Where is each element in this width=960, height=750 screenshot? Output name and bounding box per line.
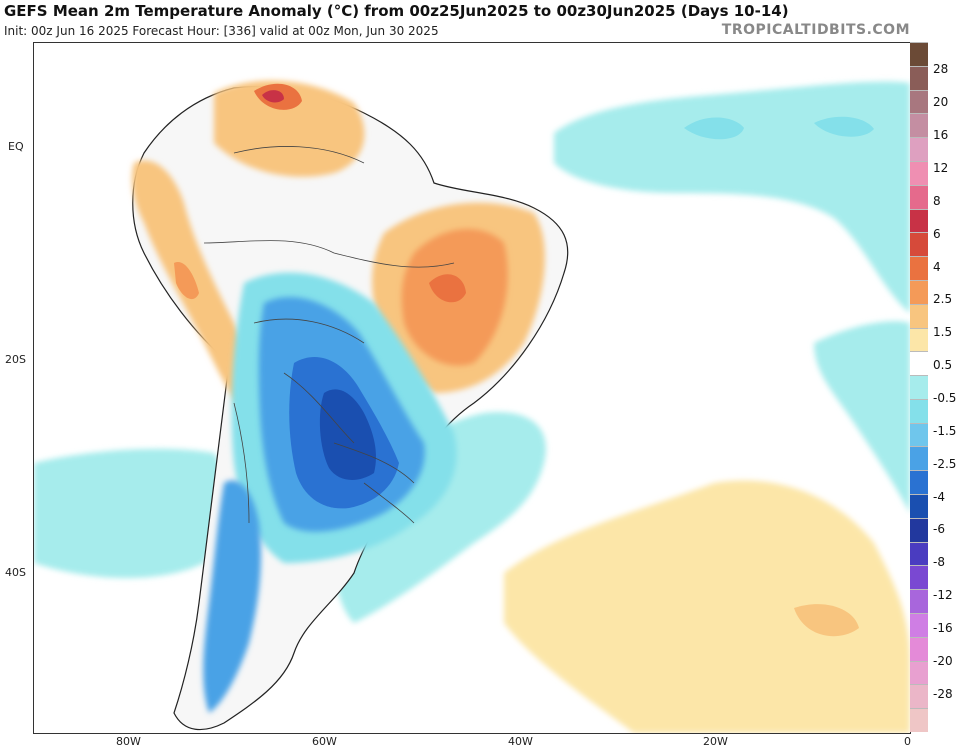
colorbar-swatch [910,137,928,161]
colorbar [910,42,928,732]
colorbar-swatch [910,613,928,637]
atlantic-cool-band [554,81,910,313]
lon-label-40w: 40W [508,735,533,748]
lat-label-eq: EQ [8,140,24,153]
atlantic-cool-core-1 [684,117,744,140]
anomaly-map [33,42,911,734]
colorbar-swatch [910,708,928,732]
colorbar-label: 12 [933,161,949,175]
map-title: GEFS Mean 2m Temperature Anomaly (°C) fr… [4,2,789,20]
south-atlantic-warm-core [794,604,859,637]
colorbar-swatch [910,517,928,542]
colorbar-swatch [910,184,928,209]
lat-label-20s: 20S [5,353,26,366]
venezuela-hottest [262,90,284,103]
colorbar-swatch [910,398,928,423]
atlantic-cool-core-2 [814,116,874,137]
colorbar-swatch [910,351,928,376]
colorbar-label: -2.5 [933,456,957,471]
colorbar-label: -12 [933,588,953,603]
colorbar-label: -28 [933,686,953,701]
colorbar-swatch [910,541,928,566]
colorbar-label: -8 [933,555,945,570]
southern-andes-cold [203,480,261,713]
colorbar-label: -0.5 [933,391,957,405]
pacific-cool [34,448,225,578]
colorbar-swatch [910,684,928,709]
east-atlantic-cool [814,321,910,513]
colorbar-swatch [910,636,928,661]
colorbar-label: 6 [933,226,941,241]
colorbar-label: 1.5 [933,325,953,340]
lat-label-40s: 40S [5,566,26,579]
brazil-hot-core [429,274,466,303]
colorbar-swatch [910,232,928,257]
colorbar-label: 4 [933,259,941,274]
watermark: TROPICALTIDBITS.COM [721,22,910,38]
andes-hot [174,262,199,300]
colorbar-label: 20 [933,95,949,110]
colorbar-label: -1.5 [933,423,957,438]
colorbar-swatch [910,422,928,447]
colorbar-label: -4 [933,489,945,504]
lon-label-80w: 80W [116,735,141,748]
lon-label-20w: 20W [703,735,728,748]
colorbar-swatch [910,303,928,328]
lon-label-60w: 60W [312,735,337,748]
colorbar-swatch [910,446,928,471]
venezuela-warm [214,80,365,177]
colorbar-label: 8 [933,193,941,208]
colorbar-swatch [910,494,928,518]
country-borders [203,146,455,524]
colorbar-label: 28 [933,62,949,77]
colorbar-label: -20 [933,653,953,668]
colorbar-swatch [910,660,928,685]
colorbar-swatch [910,565,928,590]
colorbar-swatch [910,65,928,90]
anomaly-map-canvas [34,43,910,733]
colorbar-swatch [910,327,928,352]
colorbar-swatch [910,113,928,138]
colorbar-label: 0.5 [933,358,953,373]
colorbar-label: 16 [933,128,949,143]
colorbar-swatch [910,375,928,399]
colorbar-swatch [910,89,928,114]
lon-label-0: 0 [904,735,911,748]
cold-core [319,389,376,480]
colorbar-swatch [910,279,928,304]
colorbar-swatch [910,589,928,614]
map-subtitle: Init: 00z Jun 16 2025 Forecast Hour: [33… [4,24,439,38]
colorbar-swatch [910,470,928,495]
colorbar-label: -16 [933,621,953,635]
colorbar-label: -6 [933,522,945,537]
colorbar-swatch [910,42,928,66]
colorbar-swatch [910,208,928,233]
colorbar-swatch [910,256,928,280]
colorbar-swatch [910,160,928,185]
south-atlantic-warm [504,480,910,733]
colorbar-label: 2.5 [933,292,953,307]
